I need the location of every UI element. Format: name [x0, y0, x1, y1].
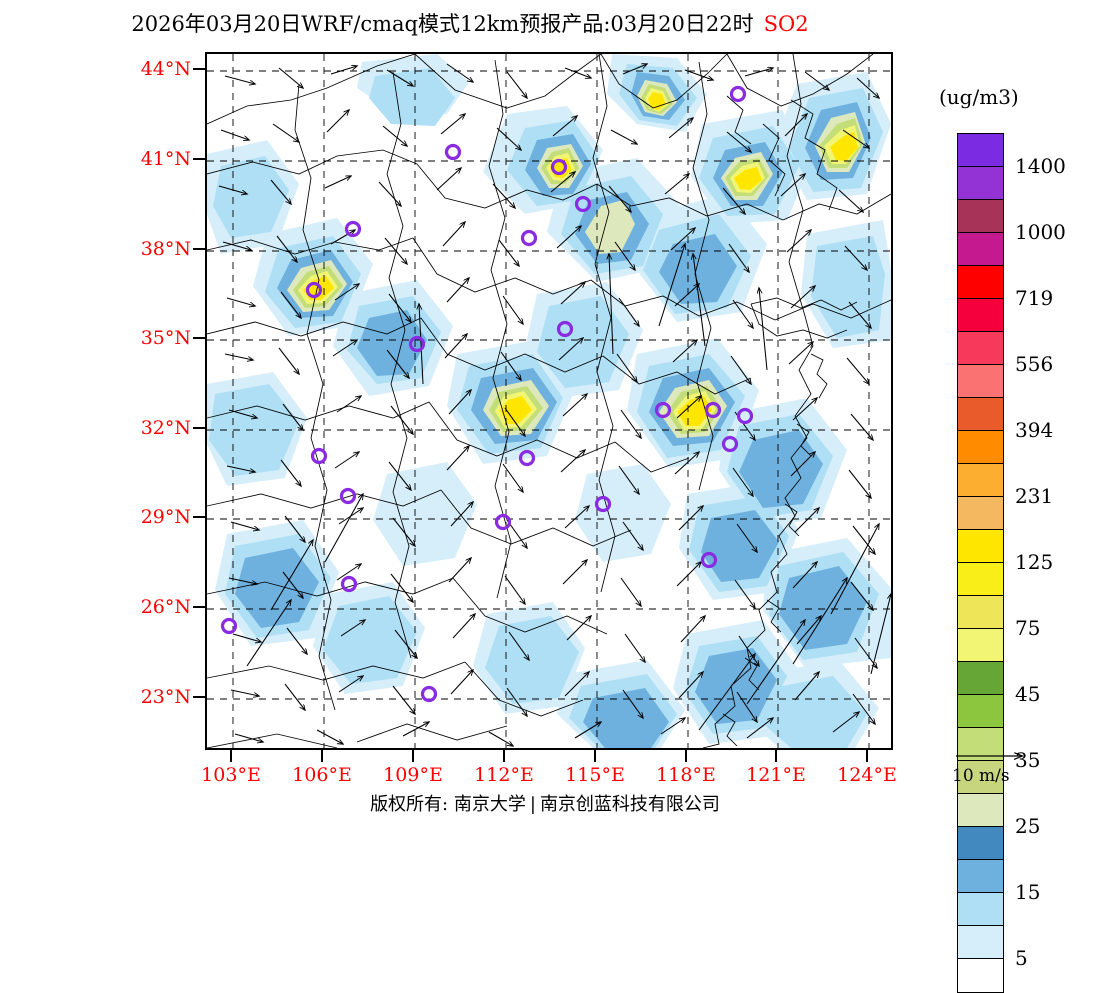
colorbar-band	[958, 893, 1003, 926]
colorbar-tick-label: 556	[1015, 352, 1054, 376]
map-canvas	[207, 54, 891, 748]
copyright-company: 南京创蓝科技有限公司	[539, 794, 720, 815]
colorbar-band	[958, 398, 1003, 431]
lat-tick	[193, 427, 205, 429]
colorbar-band	[958, 233, 1003, 266]
colorbar-band	[958, 200, 1003, 233]
lat-label: 23°N	[140, 686, 191, 708]
colorbar-band	[958, 794, 1003, 827]
colorbar-band	[958, 827, 1003, 860]
colorbar: (ug/m3) 1400 1000 719 556 394 231 125 75 45 35 25 1…	[939, 85, 1066, 993]
province-boundaries	[207, 54, 891, 748]
copyright-divider: |	[529, 794, 536, 815]
title-date-model: 2026年03月20日WRF/cmaq模式12km预报产品:03月20日22时	[131, 12, 754, 36]
colorbar-band	[958, 926, 1003, 959]
lon-label: 103°E	[201, 764, 261, 786]
lon-label: 109°E	[383, 764, 443, 786]
lon-tick	[412, 750, 414, 762]
colorbar-band	[958, 134, 1003, 167]
colorbar-band	[958, 365, 1003, 398]
colorbar-band	[958, 959, 1003, 992]
forecast-map[interactable]: 44°N 41°N 38°N 35°N 32°N 29°N 26°N 23°N …	[141, 52, 897, 786]
lat-label: 35°N	[140, 327, 191, 349]
colorbar-tick-label: 1000	[1015, 220, 1066, 244]
lon-label: 112°E	[474, 764, 534, 786]
wind-scale-legend: 10 m/s	[952, 745, 1092, 786]
colorbar-band	[958, 167, 1003, 200]
colorbar-band	[958, 563, 1003, 596]
lat-tick	[193, 68, 205, 70]
lat-label: 26°N	[140, 596, 191, 618]
lon-tick	[594, 750, 596, 762]
station-markers[interactable]	[220, 85, 754, 703]
wind-scale-label: 10 m/s	[952, 766, 1010, 786]
colorbar-band	[958, 662, 1003, 695]
lat-tick	[193, 696, 205, 698]
colorbar-tick-label: 394	[1015, 418, 1054, 442]
colorbar-band	[958, 464, 1003, 497]
lon-tick	[685, 750, 687, 762]
colorbar-tick-label: 1400	[1015, 154, 1066, 178]
lon-label: 106°E	[292, 764, 352, 786]
colorbar-band	[958, 497, 1003, 530]
colorbar-tick-label: 231	[1015, 484, 1054, 508]
lon-tick	[775, 750, 777, 762]
lat-tick	[193, 516, 205, 518]
colorbar-tick-label: 125	[1015, 550, 1054, 574]
colorbar-tick-label: 25	[1015, 814, 1041, 838]
colorbar-tick-label: 719	[1015, 286, 1054, 310]
colorbar-band	[958, 761, 1003, 794]
lat-label: 41°N	[140, 148, 191, 170]
lon-label: 115°E	[565, 764, 625, 786]
colorbar-band	[958, 860, 1003, 893]
lat-label: 44°N	[140, 58, 191, 80]
copyright-owner: 版权所有: 南京大学	[370, 794, 526, 815]
lat-tick	[193, 248, 205, 250]
lat-tick	[193, 158, 205, 160]
colorbar-tick-label: 45	[1015, 682, 1041, 706]
colorbar-unit: (ug/m3)	[939, 85, 1019, 109]
lat-label: 38°N	[140, 238, 191, 260]
lat-tick	[193, 606, 205, 608]
colorbar-tick-label: 5	[1015, 946, 1028, 970]
copyright-notice: 版权所有: 南京大学 | 南京创蓝科技有限公司	[0, 790, 1090, 816]
colorbar-band	[958, 299, 1003, 332]
lat-tick	[193, 337, 205, 339]
map-frame	[205, 52, 893, 750]
colorbar-tick-label: 15	[1015, 880, 1041, 904]
colorbar-band	[958, 266, 1003, 299]
colorbar-band	[958, 332, 1003, 365]
colorbar-tick-label: 35	[1015, 748, 1041, 772]
lon-label: 124°E	[837, 764, 897, 786]
lon-tick	[866, 750, 868, 762]
colorbar-bands	[957, 133, 1004, 993]
lon-tick	[230, 750, 232, 762]
lon-label: 118°E	[656, 764, 716, 786]
lat-label: 32°N	[140, 417, 191, 439]
colorbar-band	[958, 431, 1003, 464]
colorbar-band	[958, 629, 1003, 662]
wind-vectors	[218, 64, 891, 746]
page-title: 2026年03月20日WRF/cmaq模式12km预报产品:03月20日22时 S…	[0, 8, 940, 38]
colorbar-band	[958, 596, 1003, 629]
title-pollutant: SO2	[763, 12, 809, 36]
lon-label: 121°E	[746, 764, 806, 786]
lon-tick	[503, 750, 505, 762]
lat-label: 29°N	[140, 506, 191, 528]
colorbar-band	[958, 695, 1003, 728]
colorbar-band	[958, 530, 1003, 563]
lon-tick	[321, 750, 323, 762]
colorbar-tick-label: 75	[1015, 616, 1041, 640]
wind-arrow-icon	[956, 745, 1032, 765]
